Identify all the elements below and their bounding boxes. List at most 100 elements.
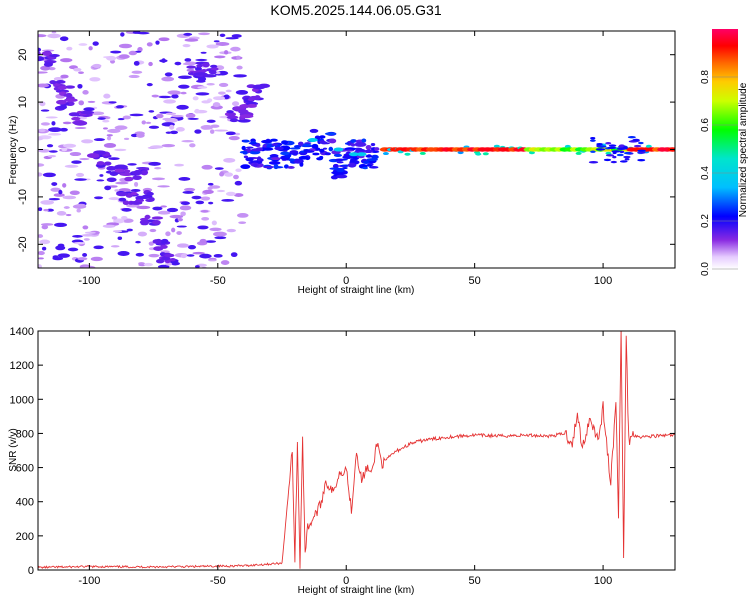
heatmap-carrier-scatter <box>596 142 603 146</box>
heatmap-cell <box>47 155 57 158</box>
heatmap-cell <box>201 217 210 221</box>
heatmap-cell <box>221 198 235 202</box>
heatmap-cell <box>93 245 104 250</box>
heatmap-carrier-halo <box>575 151 582 155</box>
heatmap-cell <box>187 245 197 250</box>
heatmap-cell <box>238 221 247 224</box>
heatmap-onset-cell <box>328 138 337 144</box>
heatmap-onset-cell <box>261 147 274 151</box>
heatmap-cell <box>38 34 47 38</box>
snr-y-tick-label: 800 <box>16 428 34 440</box>
heatmap-cell <box>122 115 131 120</box>
heatmap-cell <box>90 256 103 262</box>
heatmap-carrier-halo <box>528 151 535 155</box>
heatmap-cell <box>200 125 214 130</box>
heatmap-onset-cell <box>266 144 273 148</box>
heatmap-cell <box>130 133 139 138</box>
heatmap-onset-cell <box>361 138 367 143</box>
heatmap-cell <box>164 262 173 266</box>
heatmap-cell <box>208 259 217 262</box>
heatmap-cell <box>76 203 86 207</box>
heatmap-cell <box>171 94 179 99</box>
heatmap-cell <box>40 65 51 71</box>
heatmap-cell <box>175 127 185 132</box>
heatmap-cell <box>141 120 146 125</box>
heatmap-carrier-scatter <box>608 144 617 147</box>
heatmap-cell <box>214 129 229 132</box>
heatmap-cell <box>182 62 196 66</box>
heatmap-cluster-cell <box>64 85 76 89</box>
heatmap-y-tick-label: -10 <box>17 189 29 205</box>
heatmap-onset-cell <box>345 142 350 145</box>
heatmap-cell <box>169 214 184 219</box>
snr-plot-area <box>38 331 675 570</box>
heatmap-carrier-scatter <box>633 144 642 148</box>
heatmap-branch-cell <box>139 220 150 225</box>
heatmap-cell <box>38 251 45 256</box>
heatmap-cell <box>38 172 43 177</box>
heatmap-cell <box>128 74 140 79</box>
heatmap-branch-cell <box>164 253 175 258</box>
heatmap-onset-cell <box>288 158 296 162</box>
heatmap-x-tick-label: 0 <box>343 275 349 287</box>
heatmap-onset-cell <box>287 166 295 169</box>
heatmap-cell <box>146 83 153 87</box>
heatmap-cell <box>42 172 56 178</box>
heatmap-cell <box>114 189 120 192</box>
heatmap-onset-cell <box>269 138 278 142</box>
heatmap-onset-cell <box>303 150 315 153</box>
heatmap-carrier-scatter <box>616 147 627 150</box>
heatmap-cell <box>161 76 175 82</box>
heatmap-cluster-cell <box>56 99 67 105</box>
heatmap-onset-peak <box>356 152 367 157</box>
heatmap-cluster-cell <box>58 104 68 110</box>
heatmap-cell <box>187 117 199 120</box>
heatmap-onset-peak <box>333 147 344 152</box>
heatmap-cell <box>194 66 202 71</box>
heatmap-cell <box>206 119 216 123</box>
heatmap-cell <box>38 264 43 268</box>
heatmap-onset-cell <box>269 154 279 158</box>
heatmap-onset-cell <box>281 140 289 145</box>
heatmap-cell <box>180 201 191 206</box>
heatmap-carrier-scatter <box>607 146 617 149</box>
heatmap-cell <box>38 47 42 52</box>
heatmap-cluster-cell <box>130 191 138 196</box>
heatmap-cell <box>66 46 73 51</box>
heatmap-cell <box>40 200 55 205</box>
snr-frame <box>37 330 676 571</box>
heatmap-cell <box>106 136 112 141</box>
heatmap-cell <box>214 236 227 240</box>
heatmap-carrier-halo <box>564 144 571 148</box>
heatmap-cluster-cell <box>38 56 45 62</box>
heatmap-cluster-cell <box>86 153 100 159</box>
heatmap-ylabel: Frequency (Hz) <box>8 116 19 185</box>
heatmap-cell <box>213 40 220 43</box>
heatmap-cell <box>195 58 208 62</box>
heatmap-cell <box>135 252 144 257</box>
heatmap-cell <box>97 117 106 120</box>
heatmap-cell <box>53 77 64 81</box>
heatmap-onset-cell <box>336 167 345 173</box>
heatmap-cell <box>38 257 44 260</box>
heatmap-cell <box>115 181 129 185</box>
heatmap-cell <box>135 240 141 244</box>
heatmap-cell <box>38 136 44 141</box>
heatmap-cell <box>201 164 213 170</box>
heatmap-cell <box>38 163 45 167</box>
heatmap-cell <box>209 185 221 189</box>
heatmap-onset-cell <box>370 142 376 147</box>
heatmap-cluster-cell <box>124 176 134 182</box>
heatmap-cell <box>199 238 207 244</box>
heatmap-cell <box>45 116 58 119</box>
heatmap-onset-cell <box>256 156 262 162</box>
heatmap-onset-cell <box>347 162 357 168</box>
heatmap-cluster-cell <box>49 54 60 58</box>
heatmap-cell <box>189 143 196 148</box>
heatmap-cell <box>57 243 65 248</box>
heatmap-carrier-scatter <box>590 139 596 142</box>
snr-xlabel: Height of straight line (km) <box>298 585 415 596</box>
heatmap-cluster-cell <box>80 110 95 115</box>
heatmap-cell <box>200 51 207 54</box>
